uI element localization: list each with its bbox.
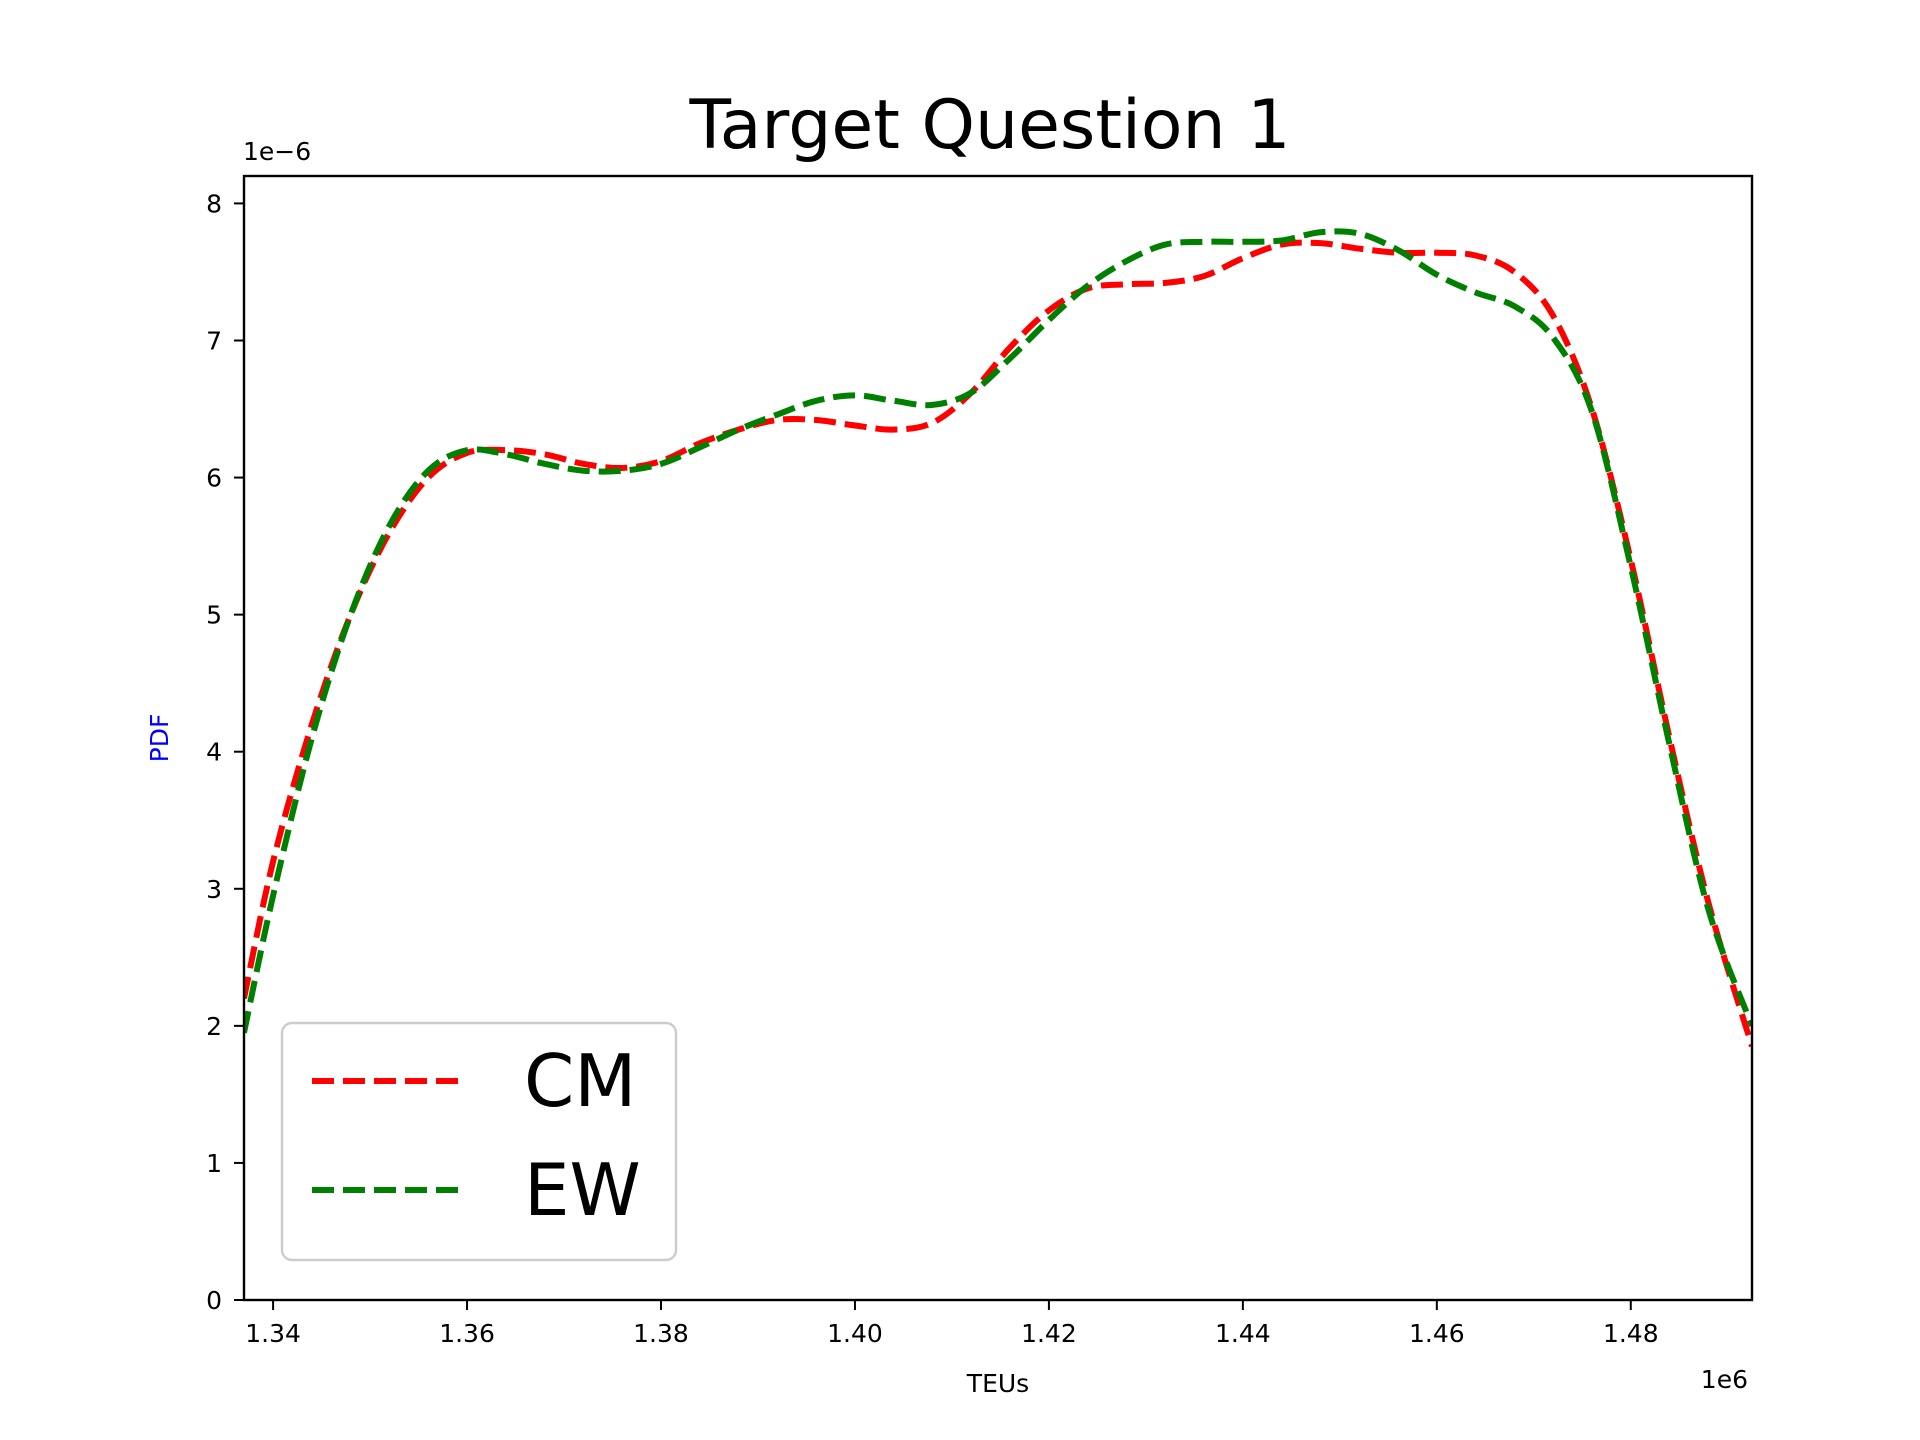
- x-axis-label: TEUs: [966, 1369, 1029, 1398]
- legend: CM EW: [280, 1021, 678, 1262]
- y-offset-label: 1e−6: [243, 137, 311, 166]
- y-tick-label: 3: [206, 875, 222, 904]
- x-offset-label: 1e6: [1701, 1365, 1748, 1394]
- y-tick-label: 1: [206, 1149, 222, 1178]
- x-tick-label: 1.38: [633, 1319, 689, 1348]
- series-layer: [244, 228, 1752, 1048]
- x-axis: 1.34 1.36 1.38 1.40 1.42 1.44 1.46 1.48: [245, 1300, 1659, 1348]
- x-tick-label: 1.40: [827, 1319, 883, 1348]
- x-tick-label: 1.34: [245, 1319, 301, 1348]
- y-tick-label: 8: [206, 189, 222, 218]
- chart-title: Target Question 1: [688, 86, 1290, 165]
- series-line-ew: [244, 228, 1752, 1034]
- series-line-cm: [244, 239, 1752, 1048]
- y-tick-label: 2: [206, 1012, 222, 1041]
- y-tick-label: 5: [206, 601, 222, 630]
- x-tick-label: 1.48: [1603, 1319, 1659, 1348]
- y-axis: 0 1 2 3 4 5 6 7 8: [206, 189, 244, 1315]
- plot-area: [242, 174, 1754, 1302]
- y-tick-label: 7: [206, 326, 222, 355]
- x-tick-label: 1.44: [1215, 1319, 1271, 1348]
- y-axis-label: PDF: [145, 714, 174, 763]
- x-tick-label: 1.46: [1409, 1319, 1465, 1348]
- x-tick-label: 1.42: [1021, 1319, 1077, 1348]
- y-tick-label: 4: [206, 738, 222, 767]
- legend-label-cm: CM: [524, 1039, 636, 1123]
- y-tick-label: 6: [206, 464, 222, 493]
- x-tick-label: 1.36: [439, 1319, 495, 1348]
- legend-label-ew: EW: [524, 1148, 641, 1232]
- plot-frame: [242, 174, 1754, 1302]
- y-tick-label: 0: [206, 1286, 222, 1315]
